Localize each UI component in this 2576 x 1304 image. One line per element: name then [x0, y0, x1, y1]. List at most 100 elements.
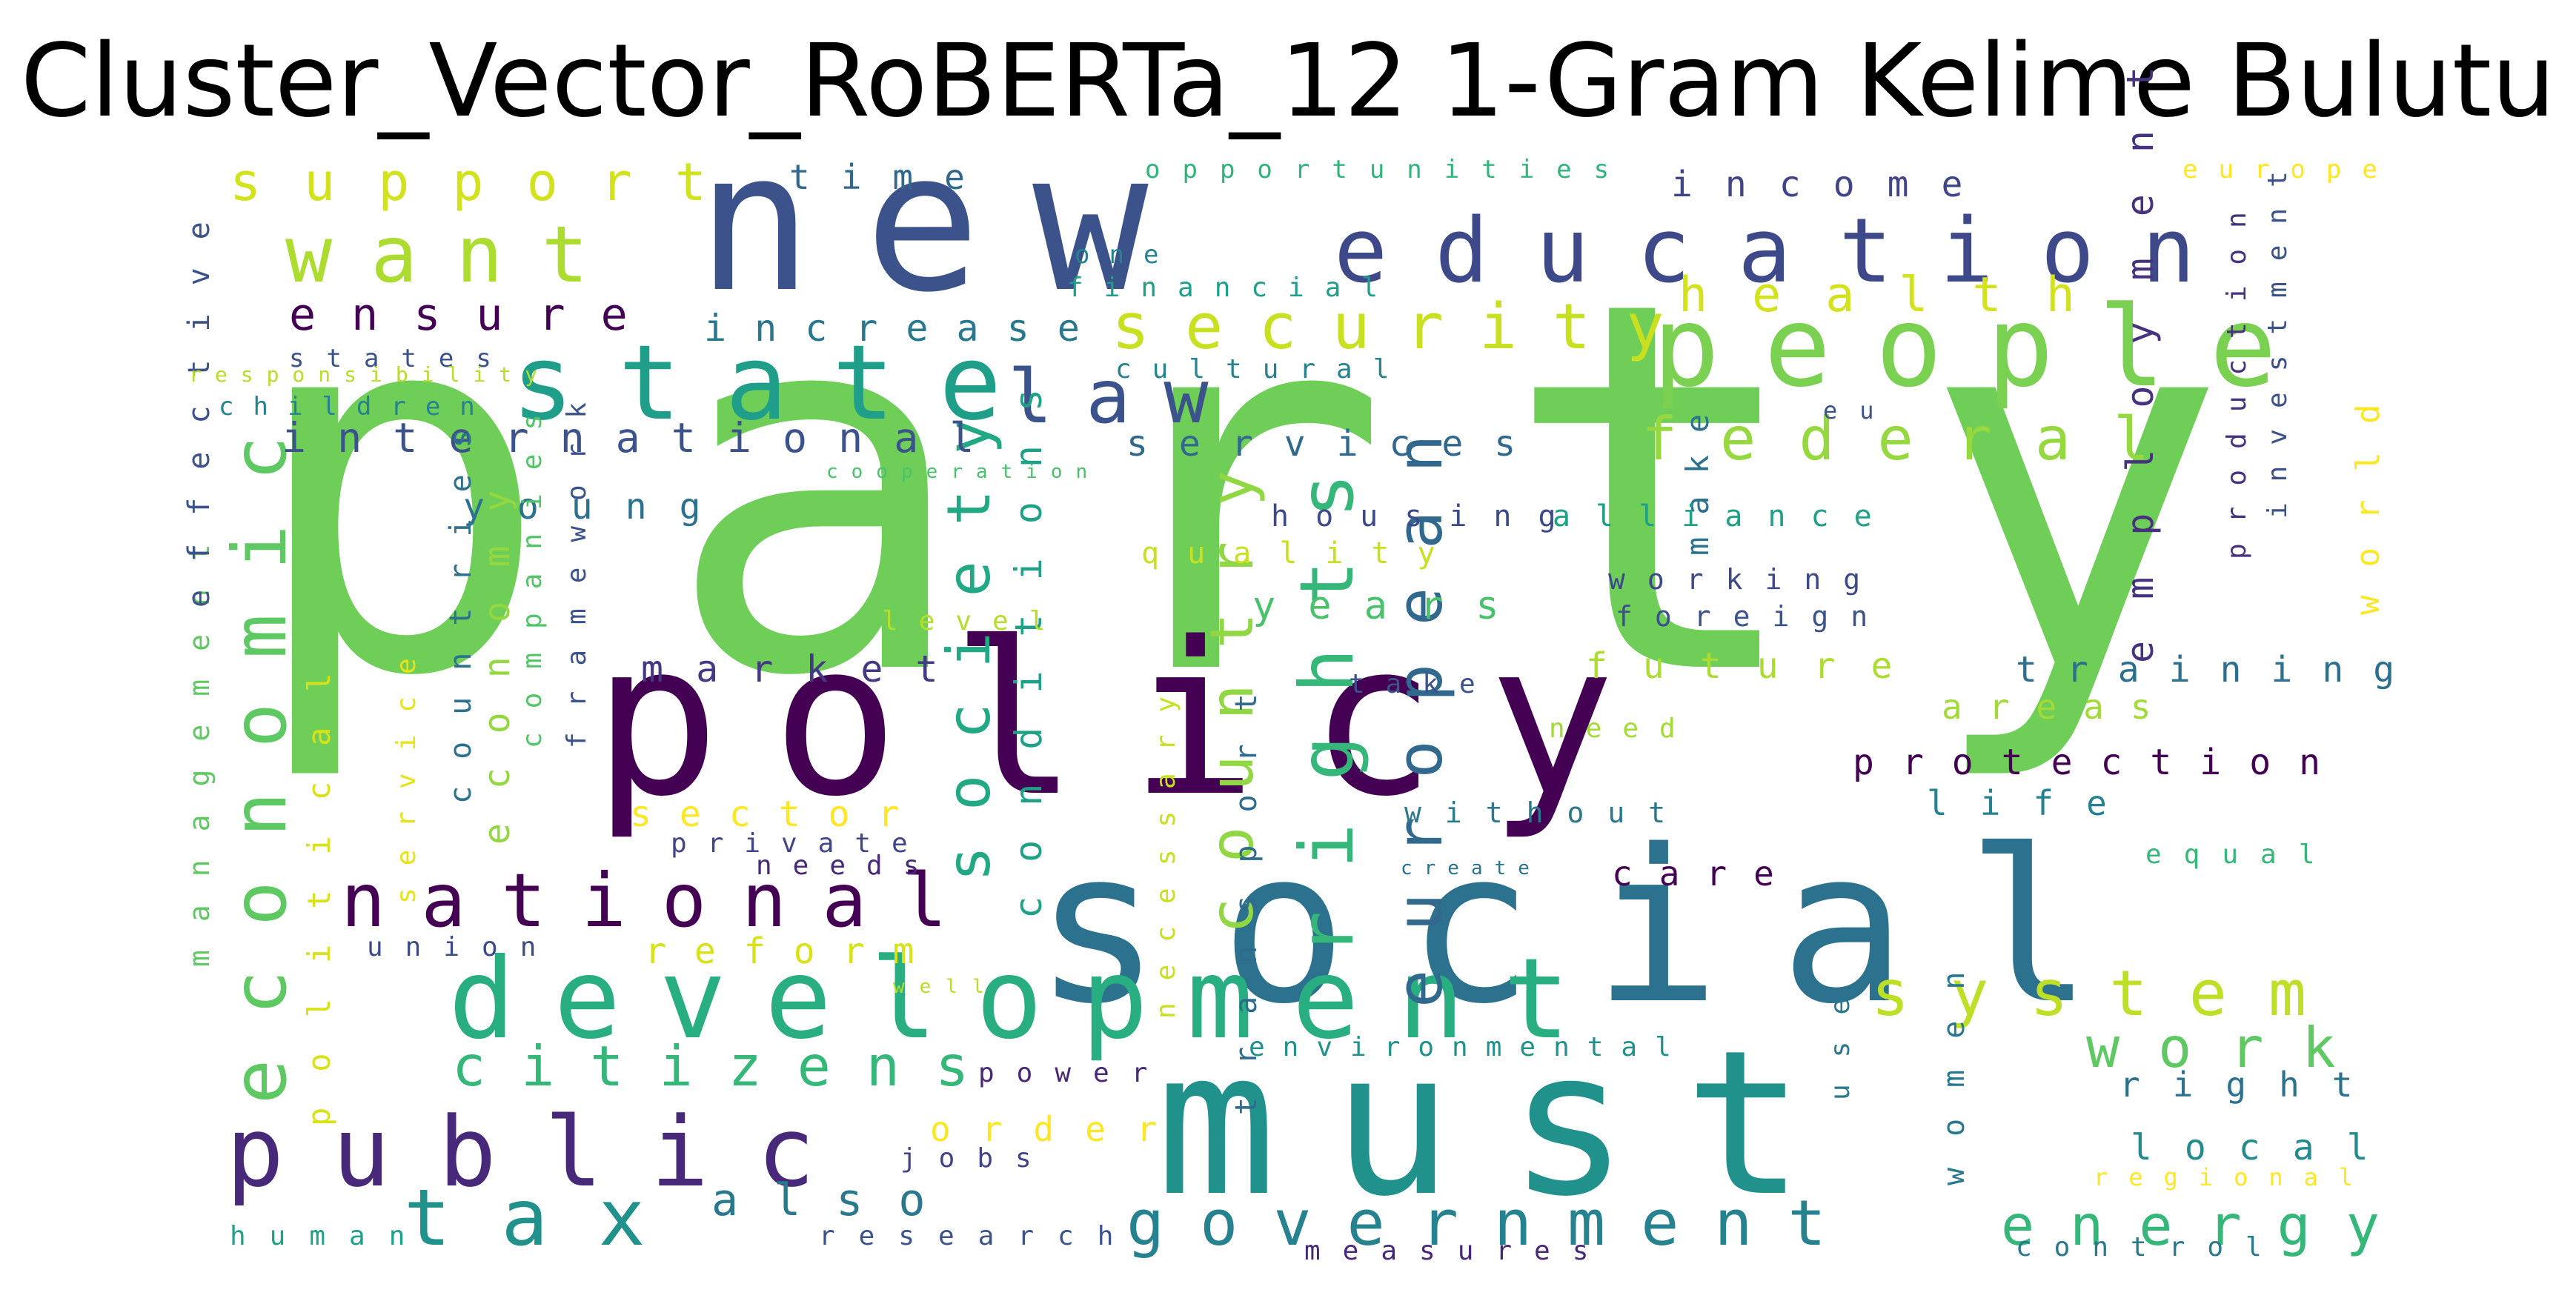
word-opportunities: opportunities	[1145, 155, 1631, 184]
word-services: services	[1126, 423, 1547, 465]
word-jobs: jobs	[900, 1143, 1054, 1174]
word-national: national	[341, 857, 983, 944]
word-europe: europe	[2182, 155, 2398, 184]
word-society: society	[935, 383, 1003, 882]
word-responsibility: responsibility	[189, 362, 551, 387]
word-economy: economy	[477, 456, 518, 845]
word-create: create	[1401, 857, 1541, 879]
word-production: production	[2222, 191, 2252, 559]
word-right: right	[2119, 1065, 2385, 1105]
word-private: private	[671, 828, 929, 859]
word-housing: housing	[1271, 499, 1583, 533]
word-working: working	[1608, 563, 1882, 596]
word-investment: investment	[2263, 150, 2293, 519]
word-tax: tax	[404, 1173, 696, 1263]
word-must: must	[1156, 1007, 1860, 1240]
word-local: local	[2131, 1127, 2401, 1168]
word-transport: transport	[1229, 661, 1264, 1115]
word-cooperation: cooperation	[826, 461, 1101, 483]
word-children: children	[219, 392, 494, 422]
word-state: state	[511, 323, 1046, 444]
word-alliance: alliance	[1553, 499, 1897, 533]
word-human: human	[230, 1221, 428, 1251]
word-union: union	[367, 932, 558, 962]
word-federal: federal	[1641, 405, 2192, 473]
word-political: political	[301, 637, 337, 1126]
word-security: security	[1112, 290, 1699, 364]
word-market: market	[641, 648, 971, 691]
word-new: new	[697, 111, 1201, 335]
word-eu: eu	[1823, 396, 1896, 425]
word-social: social	[1034, 805, 2153, 1051]
word-level: level	[882, 606, 1066, 636]
word-reform: reform	[645, 931, 942, 972]
word-increase: increase	[704, 307, 1108, 350]
word-environmental: environmental	[1249, 1032, 1689, 1062]
word-women: women	[1937, 941, 1971, 1185]
word-education: education	[1334, 200, 2243, 303]
word-young: young	[463, 486, 734, 528]
word-support: support	[230, 152, 749, 213]
word-ensure: ensure	[289, 289, 663, 341]
word-protection: protection	[1853, 742, 2348, 783]
word-need: need	[1549, 713, 1696, 744]
word-people: people	[1653, 283, 2321, 412]
word-framework: framework	[562, 377, 592, 748]
word-time: time	[789, 157, 996, 197]
word-control: control	[2016, 1232, 2284, 1263]
word-financial: financial	[1067, 273, 1398, 303]
word-states: states	[289, 344, 514, 373]
word-health: health	[1679, 267, 2119, 323]
word-training: training	[2016, 649, 2424, 691]
word-policy: policy	[593, 597, 1667, 843]
word-well: well	[893, 976, 999, 998]
word-years: years	[1252, 584, 1532, 628]
word-also: also	[711, 1174, 961, 1226]
word-measures: measures	[1304, 1236, 1610, 1266]
word-development: development	[448, 935, 1608, 1064]
word-without: without	[1404, 796, 1689, 829]
word-service: service	[391, 636, 422, 904]
word-rights: rights	[1284, 430, 1370, 956]
word-employment: employment	[2119, 25, 2162, 663]
word-cultural: cultural	[1115, 354, 1410, 385]
word-take: take	[1349, 669, 1496, 699]
word-foreign: foreign	[1616, 600, 1890, 633]
word-power: power	[978, 1058, 1169, 1088]
word-party: party	[245, 193, 2340, 788]
word-government: government	[1126, 1187, 1862, 1260]
word-public: public	[226, 1096, 863, 1208]
word-life: life	[1927, 783, 2140, 823]
word-research: research	[819, 1221, 1137, 1251]
word-regional: regional	[2094, 1163, 2374, 1191]
word-care: care	[1612, 854, 1801, 894]
word-make: make	[1679, 392, 1716, 556]
word-use: use	[1825, 972, 1856, 1100]
word-areas: areas	[1942, 687, 2177, 727]
word-needs: needs	[756, 851, 940, 881]
word-necessary: necessary	[1151, 674, 1181, 1019]
word-economic: economic	[216, 391, 303, 1104]
word-countries: countries	[444, 403, 478, 804]
page-title: Cluster_Vector_RoBERTa_12 1-Gram Kelime …	[20, 23, 2556, 140]
word-system: system	[1871, 957, 2348, 1031]
word-future: future	[1586, 645, 1928, 687]
word-european: european	[1384, 396, 1457, 1008]
word-management: management	[183, 516, 216, 967]
word-want: want	[285, 210, 627, 300]
word-one: one	[1075, 240, 1178, 270]
word-conditions: conditions	[1007, 355, 1050, 919]
word-quality: quality	[1141, 536, 1464, 570]
word-world: world	[2349, 376, 2387, 615]
word-equal: equal	[2145, 839, 2337, 870]
word-energy: energy	[2001, 1193, 2415, 1258]
word-effective: effective	[182, 193, 216, 608]
word-law: law	[1008, 353, 1242, 440]
word-country: country	[1198, 435, 1267, 934]
word-order: order	[930, 1109, 1188, 1149]
word-companies: companies	[517, 390, 548, 748]
word-international: international	[282, 414, 1005, 462]
word-citizens: citizens	[452, 1034, 1004, 1099]
word-income: income	[1671, 164, 1995, 205]
